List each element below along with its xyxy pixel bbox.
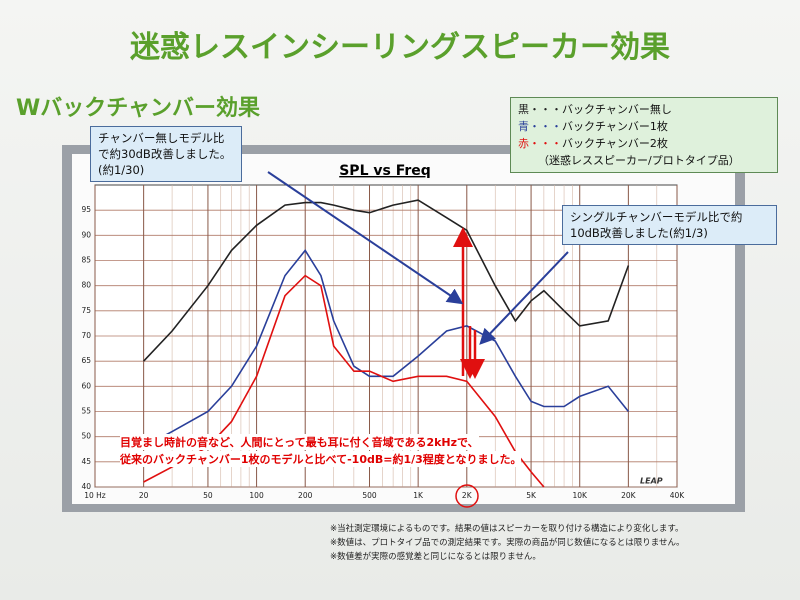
x-tick-label: 5K <box>526 491 537 500</box>
y-tick-label: 45 <box>81 457 91 466</box>
slide-title: 迷惑レスインシーリングスピーカー効果 <box>130 30 670 65</box>
legend: 黒・・・バックチャンバー無し 青・・・バックチャンバー1枚 赤・・・バックチャンバー… <box>510 97 778 173</box>
legend-entry: 赤・・・バックチャンバー2枚 <box>518 137 668 150</box>
legend-entry: 青・・・バックチャンバー1枚 <box>518 120 668 133</box>
x-tick-label: 2K <box>462 491 473 500</box>
arrow <box>267 171 464 305</box>
x-tick-label: 20K <box>621 491 637 500</box>
y-tick-label: 75 <box>81 306 91 315</box>
highlight-circle <box>455 484 479 508</box>
y-tick-label: 55 <box>81 407 91 416</box>
x-tick-label: 100 <box>249 491 264 500</box>
footnote: ※数値は、プロトタイプ品での測定結果です。実際の商品が同じ数値になるとは限りませ… <box>330 538 685 548</box>
series-line <box>143 249 630 448</box>
logo: LEAP <box>640 477 663 486</box>
y-tick-label: 80 <box>81 281 91 290</box>
y-tick-label: 40 <box>81 482 91 491</box>
y-tick-label: 95 <box>81 205 91 214</box>
x-tick-label: 10 Hz <box>84 491 106 500</box>
y-tick-label: 50 <box>81 432 91 441</box>
footnote: ※数値差が実際の感覚差と同じになるとは限りません。 <box>330 552 541 562</box>
chart-title: SPL vs Freq <box>339 163 431 179</box>
series-line <box>143 199 630 362</box>
callout: シングルチャンバーモデル比で約10dB改善しました(約1/3) <box>562 205 777 245</box>
x-tick-label: 40K <box>670 491 686 500</box>
x-tick-label: 500 <box>362 491 377 500</box>
x-tick-label: 20 <box>139 491 149 500</box>
y-tick-label: 70 <box>81 331 91 340</box>
x-tick-label: 10K <box>572 491 588 500</box>
callout: チャンバー無しモデル比で約30dB改善しました。(約1/30) <box>90 126 242 182</box>
x-tick-label: 200 <box>298 491 313 500</box>
footnote: ※当社測定環境によるものです。結果の値はスピーカーを取り付ける構造により変化しま… <box>330 524 684 534</box>
x-tick-label: 1K <box>413 491 424 500</box>
y-tick-label: 85 <box>81 256 91 265</box>
y-tick-label: 90 <box>81 230 91 239</box>
legend-entry: 黒・・・バックチャンバー無し <box>518 103 672 116</box>
annotation: 従来のバックチャンバー1枚のモデルと比べて-10dB=約1/3程度となりました。 <box>120 451 522 467</box>
slide-subtitle: Wバックチャンバー効果 <box>16 96 261 121</box>
legend-note: （迷惑レススピーカー/プロトタイプ品） <box>538 154 740 167</box>
x-tick-label: 50 <box>203 491 213 500</box>
arrow <box>479 251 569 345</box>
annotation: 目覚まし時計の音など、人間にとって最も耳に付く音域である2kHzで、 <box>120 434 479 450</box>
y-tick-label: 60 <box>81 381 91 390</box>
y-tick-label: 65 <box>81 356 91 365</box>
series-line <box>143 274 545 488</box>
